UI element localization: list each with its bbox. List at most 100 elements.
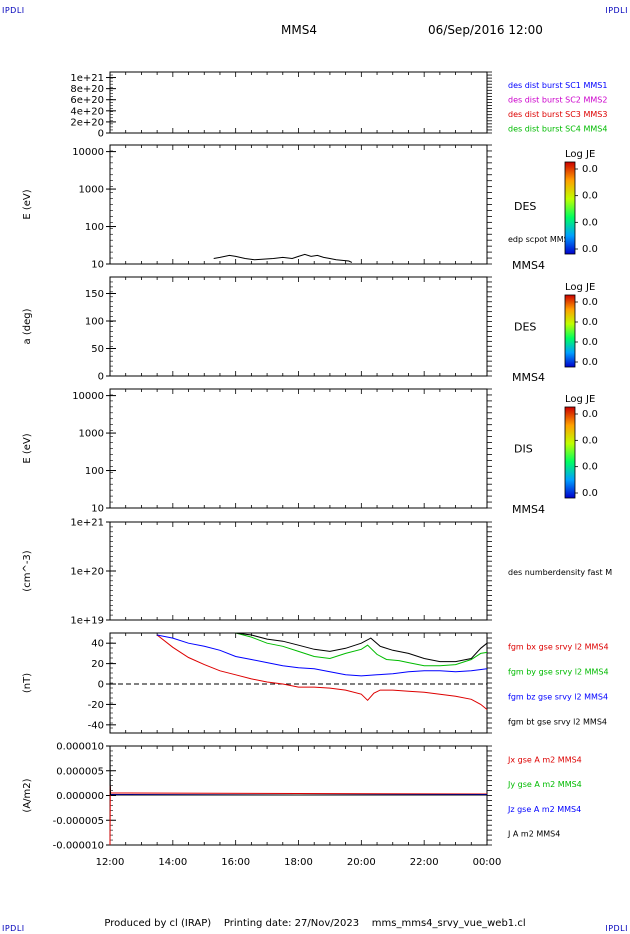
y-tick-label: 1e+21 — [70, 518, 104, 529]
colorbar-title: Log JE — [565, 394, 595, 405]
x-tick-label: 16:00 — [221, 857, 250, 868]
y-tick-label: -0.000010 — [53, 841, 104, 852]
y-tick-label: 0 — [98, 680, 104, 691]
y-tick-label: 8e+20 — [70, 84, 104, 95]
y-tick-label: 0.000005 — [56, 766, 104, 777]
y-tick-label: 50 — [91, 344, 104, 355]
corner-label-bottom-left: IPDLI — [2, 924, 25, 933]
x-tick-label: 12:00 — [96, 857, 125, 868]
y-tick-label: 6e+20 — [70, 95, 104, 106]
y-axis-label: (cm^-3) — [22, 550, 33, 591]
footer-name: mms_mms4_srvy_vue_web1.cl — [371, 918, 526, 929]
colorbar — [564, 294, 576, 368]
series-line — [235, 632, 488, 663]
panel-frame — [109, 276, 488, 377]
x-tick-label: 14:00 — [158, 857, 187, 868]
colorbar-tick-label: 0.0 — [582, 191, 598, 202]
spacecraft-label: MMS4 — [512, 503, 545, 516]
colorbar — [564, 161, 576, 255]
colorbar-tick-label: 0.0 — [582, 337, 598, 348]
y-tick-label: -40 — [88, 720, 104, 731]
y-axis-label: E (eV) — [22, 189, 33, 219]
y-tick-label: -20 — [88, 700, 104, 711]
y-axis-label: (nT) — [22, 673, 33, 693]
y-tick-label: 150 — [85, 289, 104, 300]
panel-frame — [109, 632, 488, 734]
legend-entry: des dist burst SC4 MMS4 — [508, 125, 607, 134]
legend-entry: des dist burst SC1 MMS1 — [508, 81, 607, 90]
series-line — [109, 745, 487, 796]
y-tick-label: 0 — [98, 129, 104, 140]
legend-entry: des numberdensity fast M — [508, 568, 612, 577]
colorbar-tick-label: 0.0 — [582, 357, 598, 368]
y-tick-label: 20 — [91, 659, 104, 670]
legend-entry: Jy gse A m2 MMS4 — [507, 780, 582, 789]
panel-frame — [109, 388, 488, 509]
series-line — [156, 634, 488, 710]
series-line — [235, 632, 488, 667]
y-axis-label: E (eV) — [22, 433, 33, 463]
panel-6: 40 20 0 -20 -40 (nT) fgm bx gse srvy l2 MMS4 fg… — [22, 632, 609, 734]
legend-entry: Jx gse A m2 MMS4 — [507, 755, 582, 764]
y-tick-label: 10 — [91, 260, 104, 271]
legend-entry: fgm bx gse srvy l2 MMS4 — [508, 643, 609, 652]
y-tick-label: 0 — [98, 372, 104, 383]
y-tick-label: 10000 — [72, 147, 104, 158]
panel-frame — [109, 521, 488, 621]
colorbar-tick-label: 0.0 — [582, 244, 598, 255]
colorbar-title: Log JE — [565, 282, 595, 293]
y-tick-label: 100 — [85, 466, 104, 477]
y-tick-label: -0.000005 — [53, 816, 104, 827]
panel-2: 10000 1000 100 10 E (eV) edp scpot MMS4 DES MMS… — [22, 144, 598, 272]
corner-label-top-left: IPDLI — [2, 6, 25, 15]
corner-label-top-right: IPDLI — [605, 6, 628, 15]
legend-entry: fgm bt gse srvy l2 MMS4 — [508, 718, 607, 727]
y-tick-label: 1e+21 — [70, 73, 104, 84]
spacecraft-label: MMS4 — [512, 259, 545, 272]
y-tick-label: 1000 — [79, 429, 104, 440]
y-tick-label: 100 — [85, 222, 104, 233]
series-line — [213, 253, 353, 263]
y-axis-label: (A/m2) — [22, 778, 33, 812]
colorbar-tick-label: 0.0 — [582, 462, 598, 473]
x-tick-label: 22:00 — [410, 857, 439, 868]
x-tick-label: 18:00 — [284, 857, 313, 868]
y-tick-label: 0.000010 — [56, 742, 104, 753]
spacecraft-label: MMS4 — [512, 371, 545, 384]
footer-printing: Printing date: 27/Nov/2023 — [223, 918, 360, 929]
footer-produced: Produced by cl (IRAP) — [104, 918, 212, 929]
colorbar-tick-label: 0.0 — [582, 435, 598, 446]
colorbar-tick-label: 0.0 — [582, 164, 598, 175]
x-tick-label: 20:00 — [347, 857, 376, 868]
series-line — [157, 634, 488, 677]
colorbar-tick-label: 0.0 — [582, 297, 598, 308]
page-title: MMS4 — [281, 23, 317, 37]
panel-4: 10000 1000 100 10 E (eV) DIS MMS4 Log JE 0.0 0.0 0… — [22, 388, 598, 516]
colorbar-tick-label: 0.0 — [582, 488, 598, 499]
corner-label-bottom-right: IPDLI — [605, 924, 628, 933]
y-tick-label: 10 — [91, 504, 104, 515]
colorbar-tick-label: 0.0 — [582, 317, 598, 328]
y-tick-label: 40 — [91, 639, 104, 650]
colorbar-tick-label: 0.0 — [582, 409, 598, 420]
legend-entry: des dist burst SC3 MMS3 — [508, 110, 607, 119]
legend-entry: des dist burst SC2 MMS2 — [508, 96, 607, 105]
y-tick-label: 1e+19 — [70, 616, 104, 627]
legend-entry: fgm by gse srvy l2 MMS4 — [508, 668, 609, 677]
x-tick-label: 00:00 — [473, 857, 502, 868]
y-tick-label: 100 — [85, 317, 104, 328]
panel-3: 150 100 50 0 a (deg) DES MMS4 Log JE 0.0 0.0 0.0 0.… — [22, 276, 598, 384]
y-tick-label: 4e+20 — [70, 106, 104, 117]
y-tick-label: 0.000000 — [56, 791, 104, 802]
spectrogram-label: DES — [514, 200, 536, 213]
y-axis-label: a (deg) — [22, 308, 33, 344]
footer: Produced by cl (IRAP) Printing date: 27/… — [0, 918, 630, 929]
colorbar-tick-label: 0.0 — [582, 217, 598, 228]
panel-7: 0.000010 0.000005 0.000000 -0.000005 -0.0000… — [22, 742, 582, 852]
spectrogram-label: DES — [514, 321, 536, 334]
y-tick-label: 1e+20 — [70, 567, 104, 578]
legend-entry: Jz gse A m2 MMS4 — [507, 805, 581, 814]
y-tick-label: 2e+20 — [70, 117, 104, 128]
